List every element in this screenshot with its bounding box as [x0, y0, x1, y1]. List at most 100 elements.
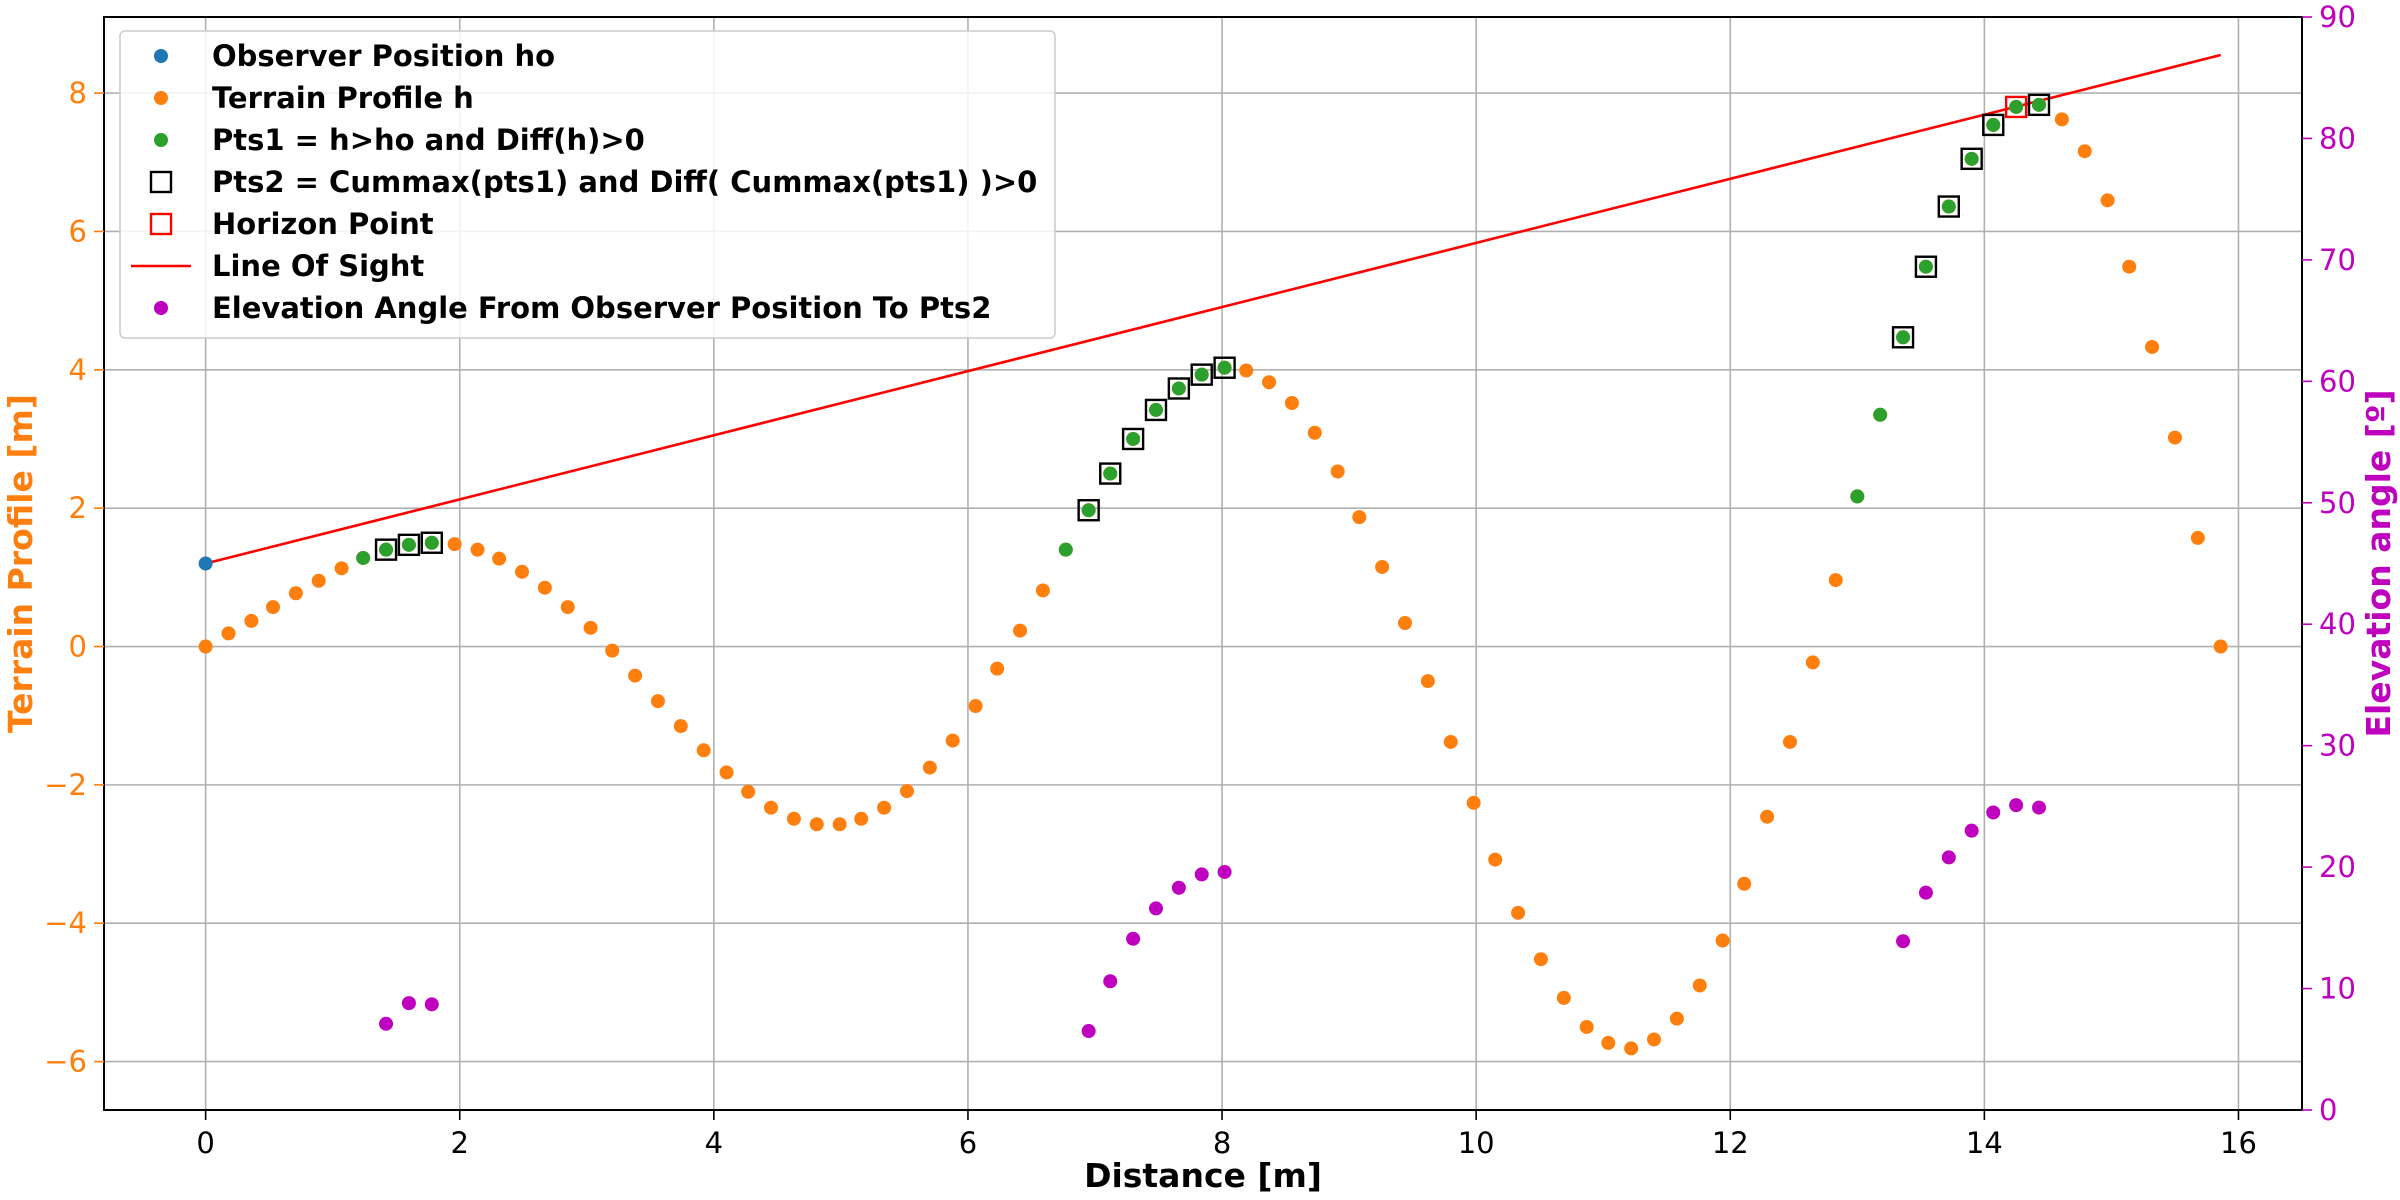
- pts1-point: [1103, 466, 1118, 481]
- terrain-point: [832, 817, 847, 832]
- terrain-point: [1488, 852, 1503, 867]
- pts2-marker: [1099, 462, 1122, 485]
- terrain-point: [1466, 795, 1481, 810]
- plot-frame: [103, 16, 2303, 1111]
- legend-label: Pts1 = h>ho and Diff(h)>0: [212, 123, 645, 157]
- terrain-point: [1352, 510, 1367, 525]
- x-tick-label: 12: [1712, 1126, 1749, 1160]
- terrain-point: [1013, 623, 1028, 638]
- y-tick-label-left: −6: [44, 1045, 87, 1079]
- legend: Observer Position ho Terrain Profile h Pts…: [119, 30, 1056, 339]
- y-tick-label-left: 2: [69, 491, 87, 525]
- terrain-point: [1284, 396, 1299, 411]
- pts1-point: [1873, 407, 1888, 422]
- x-tick-label: 8: [1213, 1126, 1231, 1160]
- pts1-point: [1081, 503, 1096, 518]
- terrain-point: [2122, 259, 2137, 274]
- terrain-point: [1647, 1032, 1662, 1047]
- elevation-angle-point: [1126, 931, 1141, 946]
- pts2-marker: [1190, 363, 1213, 386]
- terrain-point: [537, 580, 552, 595]
- pts1-point: [401, 537, 416, 552]
- terrain-point: [265, 600, 280, 615]
- terrain-point: [1556, 990, 1571, 1005]
- legend-marker: [149, 170, 173, 194]
- terrain-point: [922, 760, 937, 775]
- terrain-point: [1760, 809, 1775, 824]
- pts1-point: [1941, 199, 1956, 214]
- terrain-point: [334, 561, 349, 576]
- pts1-point: [1217, 360, 1232, 375]
- legend-entry: Terrain Profile h: [154, 81, 474, 115]
- pts2-marker: [1891, 326, 1915, 349]
- terrain-point: [1443, 734, 1458, 749]
- terrain-point: [1669, 1011, 1684, 1026]
- legend-entry: Observer Position ho: [154, 39, 555, 73]
- y-tick-label-left: 6: [69, 214, 87, 248]
- terrain-point: [1307, 425, 1322, 440]
- legend-marker: [154, 91, 168, 105]
- pts2-marker: [1213, 356, 1236, 379]
- pts1-point: [1171, 381, 1186, 396]
- pts2-marker: [1144, 398, 1168, 422]
- pts2-marker: [1960, 147, 1983, 171]
- terrain-point: [786, 811, 801, 826]
- pts1-point: [356, 550, 371, 565]
- elevation-angle-point: [1964, 823, 1979, 838]
- legend-entry: Elevation Angle From Observer Position T…: [154, 291, 991, 325]
- legend-label: Observer Position ho: [212, 39, 555, 73]
- pts1-point: [424, 535, 439, 550]
- terrain-point: [2167, 430, 2182, 445]
- y-tick-label-right: 10: [2319, 972, 2356, 1006]
- legend-label: Terrain Profile h: [212, 81, 474, 115]
- terrain-point: [2145, 339, 2160, 354]
- terrain-point: [1782, 734, 1797, 749]
- terrain-point: [764, 800, 779, 815]
- pts2-marker: [374, 538, 398, 561]
- terrain-point: [854, 811, 869, 826]
- y-axis-label-left: Terrain Profile [m]: [1, 394, 40, 733]
- elevation-angle-point: [401, 996, 416, 1011]
- terrain-point: [741, 784, 756, 799]
- y-axis-label-right: Elevation angle [º]: [2359, 389, 2398, 737]
- x-tick-label: 6: [959, 1126, 977, 1160]
- terrain-point: [2054, 112, 2069, 127]
- terrain-point: [650, 694, 665, 709]
- terrain-point: [2190, 530, 2205, 545]
- terrain-point: [470, 542, 485, 557]
- y-tick-label-right: 80: [2319, 121, 2356, 155]
- elevation-angle-point: [1171, 880, 1186, 895]
- pts1-point: [1148, 402, 1163, 417]
- x-tick-label: 10: [1458, 1126, 1495, 1160]
- pts2-marker: [397, 533, 421, 557]
- terrain-point: [1579, 1019, 1594, 1034]
- terrain-point: [1715, 933, 1730, 948]
- terrain-point: [515, 564, 530, 579]
- terrain-point: [2077, 144, 2092, 159]
- pts1-point: [2032, 97, 2047, 112]
- y-tick-label-left: 0: [69, 630, 87, 664]
- pts1-point: [1896, 330, 1911, 345]
- y-tick-label-left: −2: [44, 768, 87, 802]
- legend-entry: Pts1 = h>ho and Diff(h)>0: [154, 123, 645, 157]
- terrain-point: [1533, 952, 1548, 967]
- terrain-point: [968, 699, 983, 714]
- pts1-point: [379, 542, 394, 557]
- terrain-point: [447, 537, 462, 552]
- elevation-angle-point: [379, 1016, 394, 1031]
- terrain-point: [877, 800, 892, 815]
- elevation-angle-point: [1896, 934, 1911, 949]
- terrain-point: [1375, 559, 1390, 574]
- legend-marker: [154, 49, 168, 63]
- pts1-point: [1126, 431, 1141, 446]
- terrain-point: [2100, 193, 2115, 208]
- y-tick-label-left: 8: [69, 76, 87, 110]
- pts1-point: [1986, 117, 2001, 132]
- pts2-marker: [1914, 255, 1938, 278]
- terrain-point: [288, 586, 303, 601]
- elevation-angle-point: [1918, 885, 1933, 900]
- pts2-marker: [420, 531, 443, 554]
- x-tick-label: 2: [451, 1126, 469, 1160]
- terrain-point: [1262, 375, 1277, 390]
